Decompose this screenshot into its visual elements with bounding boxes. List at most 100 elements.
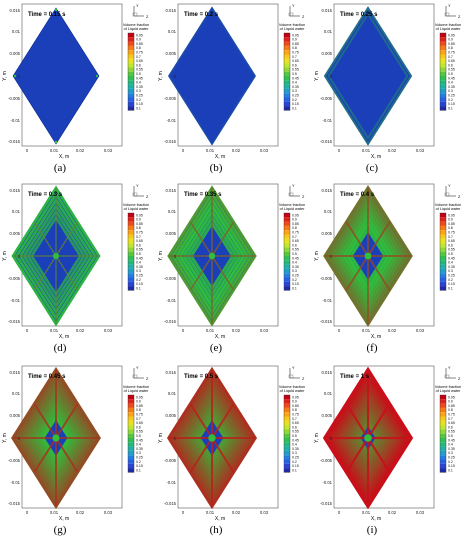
y-tick-label: -0.005	[8, 96, 21, 101]
legend-level-label: 0.85	[448, 42, 455, 46]
legend-level-label: 0.55	[292, 430, 299, 434]
y-tick-label: -0.015	[8, 319, 21, 324]
y-tick-label: -0.005	[320, 276, 333, 281]
legend-level-label: 0.35	[448, 447, 455, 451]
panel-i: 0.015 0.01 0.005 0 -0.005 -0.01 -0.015 0 0.01 0.0…	[312, 362, 468, 540]
time-label: Time = 0.45 s	[28, 374, 66, 380]
axis-triad-icon: YZ	[132, 184, 149, 199]
legend-level-label: 0.8	[448, 408, 453, 412]
y-tick-label: 0.005	[322, 51, 333, 56]
x-tick-label: 0.02	[388, 148, 397, 153]
panel-caption: (h)	[209, 524, 223, 536]
y-tick-label: 0	[18, 436, 21, 441]
center-spot	[208, 252, 216, 260]
x-tick-label: 0.03	[260, 148, 269, 153]
legend-level-label: 0.2	[448, 98, 453, 102]
contour-plot-h: 0.015 0.01 0.005 0 -0.005 -0.01 -0.015 0 0.01 0.0…	[158, 365, 305, 522]
time-label: Time = 0.15 s	[28, 12, 66, 18]
panel-caption: (e)	[209, 342, 223, 354]
legend-level-label: 0.55	[292, 68, 299, 72]
y-tick-label: 0	[330, 436, 333, 441]
legend-level-label: 0.65	[292, 239, 299, 243]
legend-level-label: 0.65	[292, 421, 299, 425]
legend-title: Volume fraction	[279, 385, 305, 389]
legend-level-label: 0.3	[448, 269, 453, 273]
legend-level-label: 0.9	[136, 38, 141, 42]
legend-subtitle: of Liquid water	[124, 27, 149, 31]
legend-level-label: 0.4	[292, 81, 297, 85]
legend-level-label: 0.7	[448, 417, 453, 421]
legend-level-label: 0.85	[136, 42, 143, 46]
legend-level-label: 0.1	[136, 468, 141, 472]
legend-level-label: 0.7	[292, 55, 297, 59]
y-axis-label: Y, m	[314, 71, 320, 81]
axis-triad-icon: YZ	[132, 366, 149, 381]
svg-text:Z: Z	[458, 15, 461, 19]
axis-triad-icon: YZ	[444, 366, 461, 381]
y-axis-label: Y, m	[158, 433, 164, 443]
legend-level-label: 0.25	[136, 94, 143, 98]
legend-level-label: 0.25	[136, 274, 143, 278]
y-tick-label: 0	[18, 74, 21, 79]
x-tick-label: 0.03	[416, 328, 425, 333]
legend-level-label: 0.65	[136, 59, 143, 63]
legend-level-label: 0.15	[448, 282, 455, 286]
legend-level-label: 0.8	[292, 408, 297, 412]
x-tick-label: 0	[182, 510, 185, 515]
y-tick-label: 0.005	[322, 413, 333, 418]
time-label: Time = 0.25 s	[340, 12, 378, 18]
x-axis-label: X, m	[59, 154, 69, 160]
time-label: Time = 0.35 s	[184, 192, 222, 198]
legend-level-label: 0.65	[136, 421, 143, 425]
y-tick-label: 0.015	[10, 8, 21, 13]
y-tick-label: 0.01	[168, 391, 177, 396]
legend-level-label: 0.4	[136, 81, 141, 85]
legend-level-label: 0.15	[136, 282, 143, 286]
y-tick-label: 0	[18, 254, 21, 259]
y-tick-label: -0.005	[164, 276, 177, 281]
legend-level-label: 0.9	[136, 400, 141, 404]
x-tick-label: 0	[26, 148, 29, 153]
legend-level-label: 0.25	[292, 94, 299, 98]
legend-level-label: 0.15	[292, 282, 299, 286]
legend-level-label: 0.95	[292, 213, 299, 217]
x-tick-label: 0.02	[232, 510, 241, 515]
y-tick-label: 0.01	[324, 209, 333, 214]
legend-level-label: 0.4	[136, 261, 141, 265]
panel-caption: (b)	[209, 162, 223, 174]
panel-g: 0.015 0.01 0.005 0 -0.005 -0.01 -0.015 0 0.01 0.0…	[0, 362, 156, 540]
legend-level-label: 0.45	[136, 76, 143, 80]
legend-level-label: 0.95	[448, 33, 455, 37]
legend-level-label: 0.3	[292, 89, 297, 93]
legend-level-label: 0.45	[292, 438, 299, 442]
legend-level-label: 0.75	[448, 51, 455, 55]
panel-caption: (g)	[53, 524, 67, 536]
legend-level-label: 0.2	[136, 98, 141, 102]
legend-level-label: 0.7	[448, 235, 453, 239]
legend-level-label: 0.5	[448, 252, 453, 256]
legend-level-label: 0.7	[448, 55, 453, 59]
contour-plot-g: 0.015 0.01 0.005 0 -0.005 -0.01 -0.015 0 0.01 0.0…	[2, 365, 149, 522]
time-label: Time = 0.5 s	[184, 374, 219, 380]
legend-level-label: 0.65	[136, 239, 143, 243]
legend-level-label: 0.75	[136, 231, 143, 235]
x-tick-label: 0.02	[388, 510, 397, 515]
legend-level-label: 0.9	[448, 38, 453, 42]
legend-colorbar: 0.950.90.850.80.750.70.650.60.550.50.450…	[283, 394, 299, 473]
legend-level-label: 0.35	[448, 85, 455, 89]
y-tick-label: 0.01	[324, 391, 333, 396]
legend-level-label: 0.3	[136, 451, 141, 455]
legend-level-label: 0.45	[292, 76, 299, 80]
y-tick-label: -0.01	[10, 480, 20, 485]
x-axis-label: X, m	[371, 154, 381, 160]
legend-level-label: 0.3	[136, 269, 141, 273]
y-axis-label: Y, m	[2, 251, 8, 261]
legend-level-label: 0.6	[292, 425, 297, 429]
y-tick-label: 0.01	[168, 209, 177, 214]
legend-level-label: 0.3	[448, 451, 453, 455]
x-tick-label: 0.01	[362, 148, 371, 153]
panel-caption: (a)	[53, 162, 67, 174]
legend-subtitle: of Liquid water	[124, 207, 149, 211]
legend-subtitle: of Liquid water	[280, 27, 305, 31]
y-axis-label: Y, m	[158, 251, 164, 261]
